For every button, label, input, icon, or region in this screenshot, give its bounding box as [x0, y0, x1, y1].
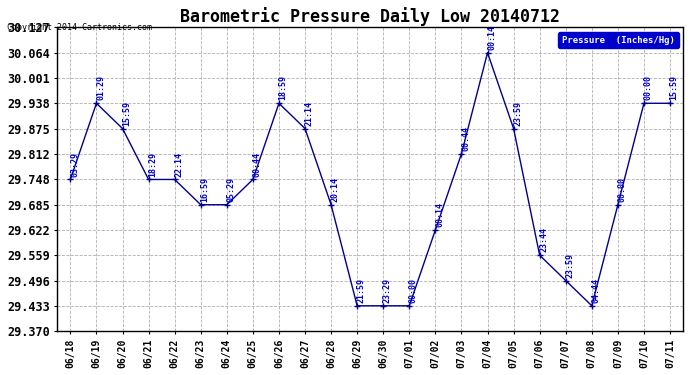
Text: 22:14: 22:14 — [175, 152, 184, 177]
Text: 16:59: 16:59 — [200, 177, 209, 202]
Legend: Pressure  (Inches/Hg): Pressure (Inches/Hg) — [558, 32, 678, 48]
Text: 15:59: 15:59 — [122, 101, 131, 126]
Text: 00:00: 00:00 — [618, 177, 627, 202]
Text: 00:44: 00:44 — [461, 126, 470, 151]
Text: 21:14: 21:14 — [305, 101, 314, 126]
Text: 23:59: 23:59 — [513, 101, 522, 126]
Text: 01:29: 01:29 — [96, 75, 105, 100]
Text: 23:59: 23:59 — [565, 253, 574, 278]
Text: 00:14: 00:14 — [435, 202, 444, 227]
Text: 18:29: 18:29 — [148, 152, 157, 177]
Text: 18:59: 18:59 — [279, 75, 288, 100]
Text: 15:59: 15:59 — [670, 75, 679, 100]
Text: 00:44: 00:44 — [253, 152, 262, 177]
Text: 23:44: 23:44 — [540, 228, 549, 252]
Title: Barometric Pressure Daily Low 20140712: Barometric Pressure Daily Low 20140712 — [180, 7, 560, 26]
Text: 03:29: 03:29 — [70, 152, 79, 177]
Text: 05:29: 05:29 — [226, 177, 235, 202]
Text: 00:00: 00:00 — [409, 278, 418, 303]
Text: Copyright 2014 Cartronics.com: Copyright 2014 Cartronics.com — [7, 23, 152, 32]
Text: 00:00: 00:00 — [644, 75, 653, 100]
Text: 20:14: 20:14 — [331, 177, 339, 202]
Text: 00:14: 00:14 — [487, 25, 496, 50]
Text: 23:29: 23:29 — [383, 278, 392, 303]
Text: 04:44: 04:44 — [591, 278, 600, 303]
Text: 21:59: 21:59 — [357, 278, 366, 303]
